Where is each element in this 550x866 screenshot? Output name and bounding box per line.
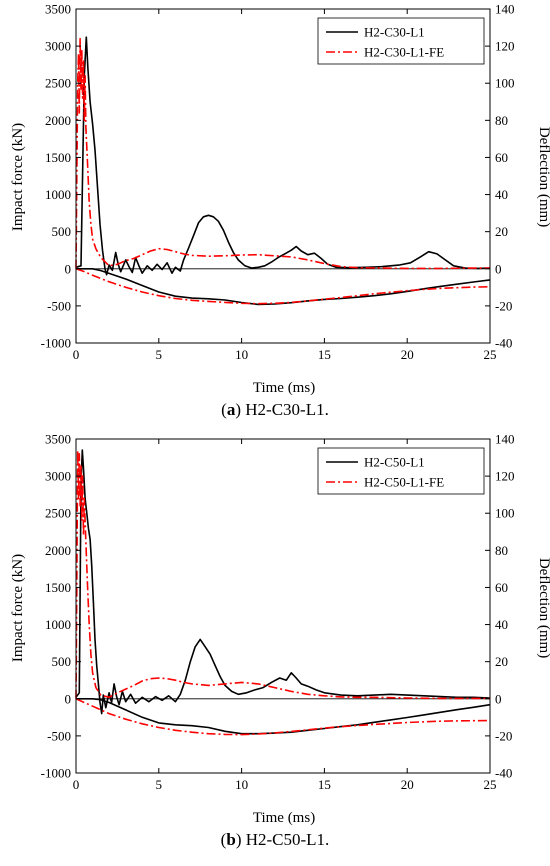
y-tick-label-right: -20	[495, 298, 512, 313]
y-tick-label-left: 500	[52, 654, 72, 669]
y-tick-label-left: 1000	[45, 187, 71, 202]
y-tick-label-right: 100	[495, 76, 515, 91]
legend-label: H2-C30-L1-FE	[364, 45, 444, 60]
series-line-1	[75, 449, 491, 715]
y-tick-label-right: 120	[495, 39, 515, 54]
x-tick-label: 20	[401, 347, 414, 362]
x-tick-label: 5	[156, 777, 163, 792]
y-axis-label-right: Deflection (mm)	[536, 558, 550, 658]
y-tick-label-left: 0	[65, 691, 72, 706]
y-tick-label-right: -40	[495, 766, 512, 781]
series-line-1	[75, 36, 491, 276]
y-axis-label-left: Impact force (kN)	[10, 123, 26, 231]
y-tick-label-left: 3500	[45, 2, 71, 17]
caption: (b) H2-C50-L1.	[221, 830, 330, 849]
y-tick-label-left: -500	[47, 728, 71, 743]
y-tick-label-right: 60	[495, 580, 508, 595]
y-tick-label-right: -20	[495, 728, 512, 743]
y-tick-label-right: 40	[495, 617, 508, 632]
caption-letter: a	[227, 400, 236, 419]
x-tick-label: 25	[484, 347, 497, 362]
y-tick-label-left: 3000	[45, 469, 71, 484]
legend-box	[317, 17, 485, 65]
caption-text: H2-C50-L1.	[241, 830, 329, 849]
y-tick-label-left: 2000	[45, 543, 71, 558]
y-tick-label-left: -500	[47, 298, 71, 313]
y-tick-label-right: 0	[495, 691, 502, 706]
x-tick-label: 5	[156, 347, 163, 362]
y-tick-label-left: 1500	[45, 580, 71, 595]
series-line-4	[75, 268, 491, 305]
y-tick-label-right: 80	[495, 543, 508, 558]
y-tick-label-left: 3500	[45, 432, 71, 447]
plot-frame	[75, 438, 491, 774]
y-tick-label-right: 40	[495, 187, 508, 202]
x-tick-label: 15	[318, 777, 331, 792]
y-axis-label-right: Deflection (mm)	[536, 127, 550, 227]
y-tick-label-right: 100	[495, 506, 515, 521]
series-line-3	[76, 698, 491, 735]
y-tick-label-right: 0	[495, 261, 502, 276]
caption-text: H2-C30-L1.	[241, 400, 329, 419]
legend-box	[317, 447, 485, 495]
x-tick-label: 20	[401, 777, 414, 792]
y-tick-label-left: 0	[65, 261, 72, 276]
x-tick-label: 10	[235, 347, 248, 362]
y-tick-label-left: 2500	[45, 506, 71, 521]
x-tick-label: 0	[73, 347, 80, 362]
chart-panel-b: Time (ms) Impact force (kN) Deflection (…	[10, 432, 550, 850]
y-tick-label-left: -1000	[41, 766, 71, 781]
chart-panel-a: Time (ms) Impact force (kN) Deflection (…	[10, 2, 550, 420]
y-tick-label-right: 60	[495, 150, 508, 165]
y-tick-label-left: 3000	[45, 39, 71, 54]
y-tick-label-left: 1000	[45, 617, 71, 632]
y-axis-label-left: Impact force (kN)	[10, 554, 26, 662]
x-tick-label: 10	[235, 777, 248, 792]
legend-label: H2-C30-L1	[364, 25, 425, 40]
y-tick-label-right: 120	[495, 469, 515, 484]
plot-frame	[75, 8, 491, 344]
y-tick-label-left: -1000	[41, 336, 71, 351]
x-tick-label: 15	[318, 347, 331, 362]
caption-letter: b	[226, 830, 235, 849]
legend-label: H2-C50-L1-FE	[364, 475, 444, 490]
series-line-2	[75, 449, 490, 700]
x-axis-label: Time (ms)	[253, 380, 315, 396]
y-tick-label-right: 140	[495, 432, 515, 447]
y-tick-label-right: 20	[495, 224, 508, 239]
caption: (a) H2-C30-L1.	[221, 400, 329, 419]
y-tick-label-right: 80	[495, 113, 508, 128]
y-tick-label-left: 500	[52, 224, 72, 239]
y-tick-label-left: 1500	[45, 150, 71, 165]
y-tick-label-right: 20	[495, 654, 508, 669]
series-line-3	[76, 268, 491, 306]
y-tick-label-left: 2500	[45, 76, 71, 91]
series-line-4	[75, 698, 491, 736]
x-tick-label: 25	[484, 777, 497, 792]
legend-label: H2-C50-L1	[364, 455, 425, 470]
y-tick-label-right: 140	[495, 2, 515, 17]
y-tick-label-right: -40	[495, 336, 512, 351]
y-tick-label-left: 2000	[45, 113, 71, 128]
x-tick-label: 0	[73, 777, 80, 792]
x-axis-label: Time (ms)	[253, 810, 315, 826]
series-line-2	[75, 37, 491, 270]
